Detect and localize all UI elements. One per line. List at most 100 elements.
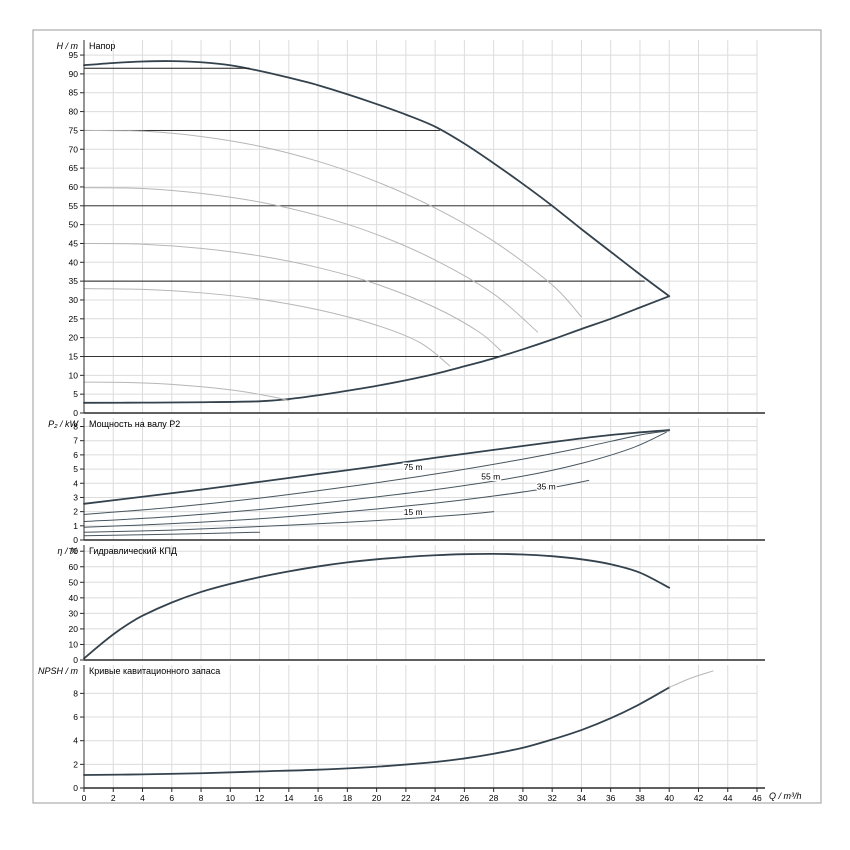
efficiency-curve	[83, 552, 671, 660]
y-tick-label: 0	[73, 655, 78, 665]
panel-npsh: 0 2 4 6 8	[73, 665, 765, 793]
x-tick-label: 18	[343, 793, 353, 803]
power-curve-75m	[83, 430, 670, 515]
y-tick-label: 8	[73, 422, 78, 432]
power-curve-35m	[83, 479, 590, 528]
x-tick-label: 8	[199, 793, 204, 803]
x-tick-label: 30	[518, 793, 528, 803]
x-tick-label: 20	[372, 793, 382, 803]
y-tick-label: 1	[73, 521, 78, 531]
npsh-curve	[83, 686, 671, 776]
x-tick-label: 16	[313, 793, 323, 803]
y-tick-label: 45	[69, 238, 79, 248]
x-axis: 0 2 4 6 8 10 12 14 16 18 20 22 24 26 28 30 32 34 36 38 40 42 4…	[82, 788, 762, 803]
x-tick-label: 12	[255, 793, 265, 803]
head-axis-label: H / m	[56, 41, 79, 51]
y-tick-label: 70	[69, 144, 79, 154]
power-axis-label: P₂ / kW	[48, 419, 78, 429]
x-tick-label: 24	[430, 793, 440, 803]
y-tick-label: 5	[73, 464, 78, 474]
y-tick-label: 80	[69, 107, 79, 117]
power-panel-title: Мощность на валу P2	[89, 419, 181, 429]
x-tick-label: 26	[460, 793, 470, 803]
chart-frame	[32, 29, 822, 804]
x-tick-label: 40	[664, 793, 674, 803]
max-speed-power	[83, 429, 671, 505]
y-tick-label: 30	[69, 295, 79, 305]
y-tick-label: 70	[69, 546, 79, 556]
y-tick-label: 50	[69, 220, 79, 230]
x-tick-label: 4	[140, 793, 145, 803]
y-tick-label: 4	[73, 736, 78, 746]
y-tick-label: 15	[69, 351, 79, 361]
min-speed-power	[83, 531, 261, 537]
y-tick-label: 10	[69, 370, 79, 380]
x-tick-label: 10	[226, 793, 236, 803]
y-tick-label: 0	[73, 535, 78, 545]
y-tick-label: 35	[69, 276, 79, 286]
speed-curve-75	[83, 129, 582, 318]
x-tick-label: 14	[284, 793, 294, 803]
y-tick-label: 3	[73, 492, 78, 502]
x-tick-label: 2	[111, 793, 116, 803]
y-tick-label: 60	[69, 562, 79, 572]
max-speed-curve	[83, 60, 671, 298]
npsh-extension	[668, 670, 714, 688]
y-tick-label: 65	[69, 163, 79, 173]
panel-efficiency: 0 10 20 30 40 50 60 70	[69, 545, 765, 665]
y-tick-label: 85	[69, 88, 79, 98]
y-tick-label: 75	[69, 125, 79, 135]
y-tick-label: 10	[69, 639, 79, 649]
y-tick-label: 2	[73, 759, 78, 769]
y-tick-label: 8	[73, 688, 78, 698]
x-tick-label: 42	[694, 793, 704, 803]
y-tick-label: 2	[73, 507, 78, 517]
x-tick-label: 36	[606, 793, 616, 803]
efficiency-panel-title: Гидравлический КПД	[89, 546, 178, 556]
power-curve-15m	[83, 511, 495, 533]
min-speed-curve	[83, 295, 671, 404]
x-tick-label: 46	[752, 793, 762, 803]
y-tick-label: 95	[69, 50, 79, 60]
x-axis-label: Q / m³/h	[769, 791, 802, 801]
y-tick-label: 6	[73, 712, 78, 722]
y-tick-label: 55	[69, 201, 79, 211]
panel-head: 0 5 10 15 20 25 30 35 40 45 50 55 60 65 70 75 80 85 90 95	[69, 40, 765, 418]
y-tick-label: 50	[69, 577, 79, 587]
x-tick-label: 22	[401, 793, 411, 803]
x-tick-label: 6	[169, 793, 174, 803]
head-panel-title: Напор	[89, 41, 116, 51]
speed-curve-33	[83, 288, 451, 367]
npsh-panel-title: Кривые кавитационного запаса	[89, 666, 221, 676]
y-tick-label: 25	[69, 314, 79, 324]
speed-curve-45	[83, 242, 502, 352]
y-tick-label: 5	[73, 389, 78, 399]
y-tick-label: 20	[69, 624, 79, 634]
y-tick-label: 7	[73, 436, 78, 446]
curve-label-75m: 75 m	[404, 462, 423, 472]
curve-label-35m: 35 m	[537, 482, 556, 492]
speed-curve-8	[83, 381, 290, 402]
y-tick-label: 4	[73, 478, 78, 488]
y-tick-label: 0	[73, 783, 78, 793]
x-tick-label: 44	[723, 793, 733, 803]
x-tick-label: 38	[635, 793, 645, 803]
y-tick-label: 40	[69, 257, 79, 267]
panel-power: 75 m 55 m 35 m 15 m 0 1 2 3 4 5 6 7 8	[73, 418, 765, 545]
y-tick-label: 20	[69, 333, 79, 343]
y-tick-label: 40	[69, 593, 79, 603]
curve-label-55m: 55 m	[481, 472, 500, 482]
x-tick-label: 0	[82, 793, 87, 803]
x-tick-label: 28	[489, 793, 499, 803]
y-tick-label: 60	[69, 182, 79, 192]
power-curve-55m	[83, 431, 667, 523]
efficiency-axis-label: η / %	[57, 546, 78, 556]
y-tick-label: 6	[73, 450, 78, 460]
y-tick-label: 90	[69, 69, 79, 79]
y-tick-label: 30	[69, 608, 79, 618]
speed-curve-60	[83, 187, 539, 333]
curve-label-15m: 15 m	[404, 507, 423, 517]
x-tick-label: 32	[547, 793, 557, 803]
